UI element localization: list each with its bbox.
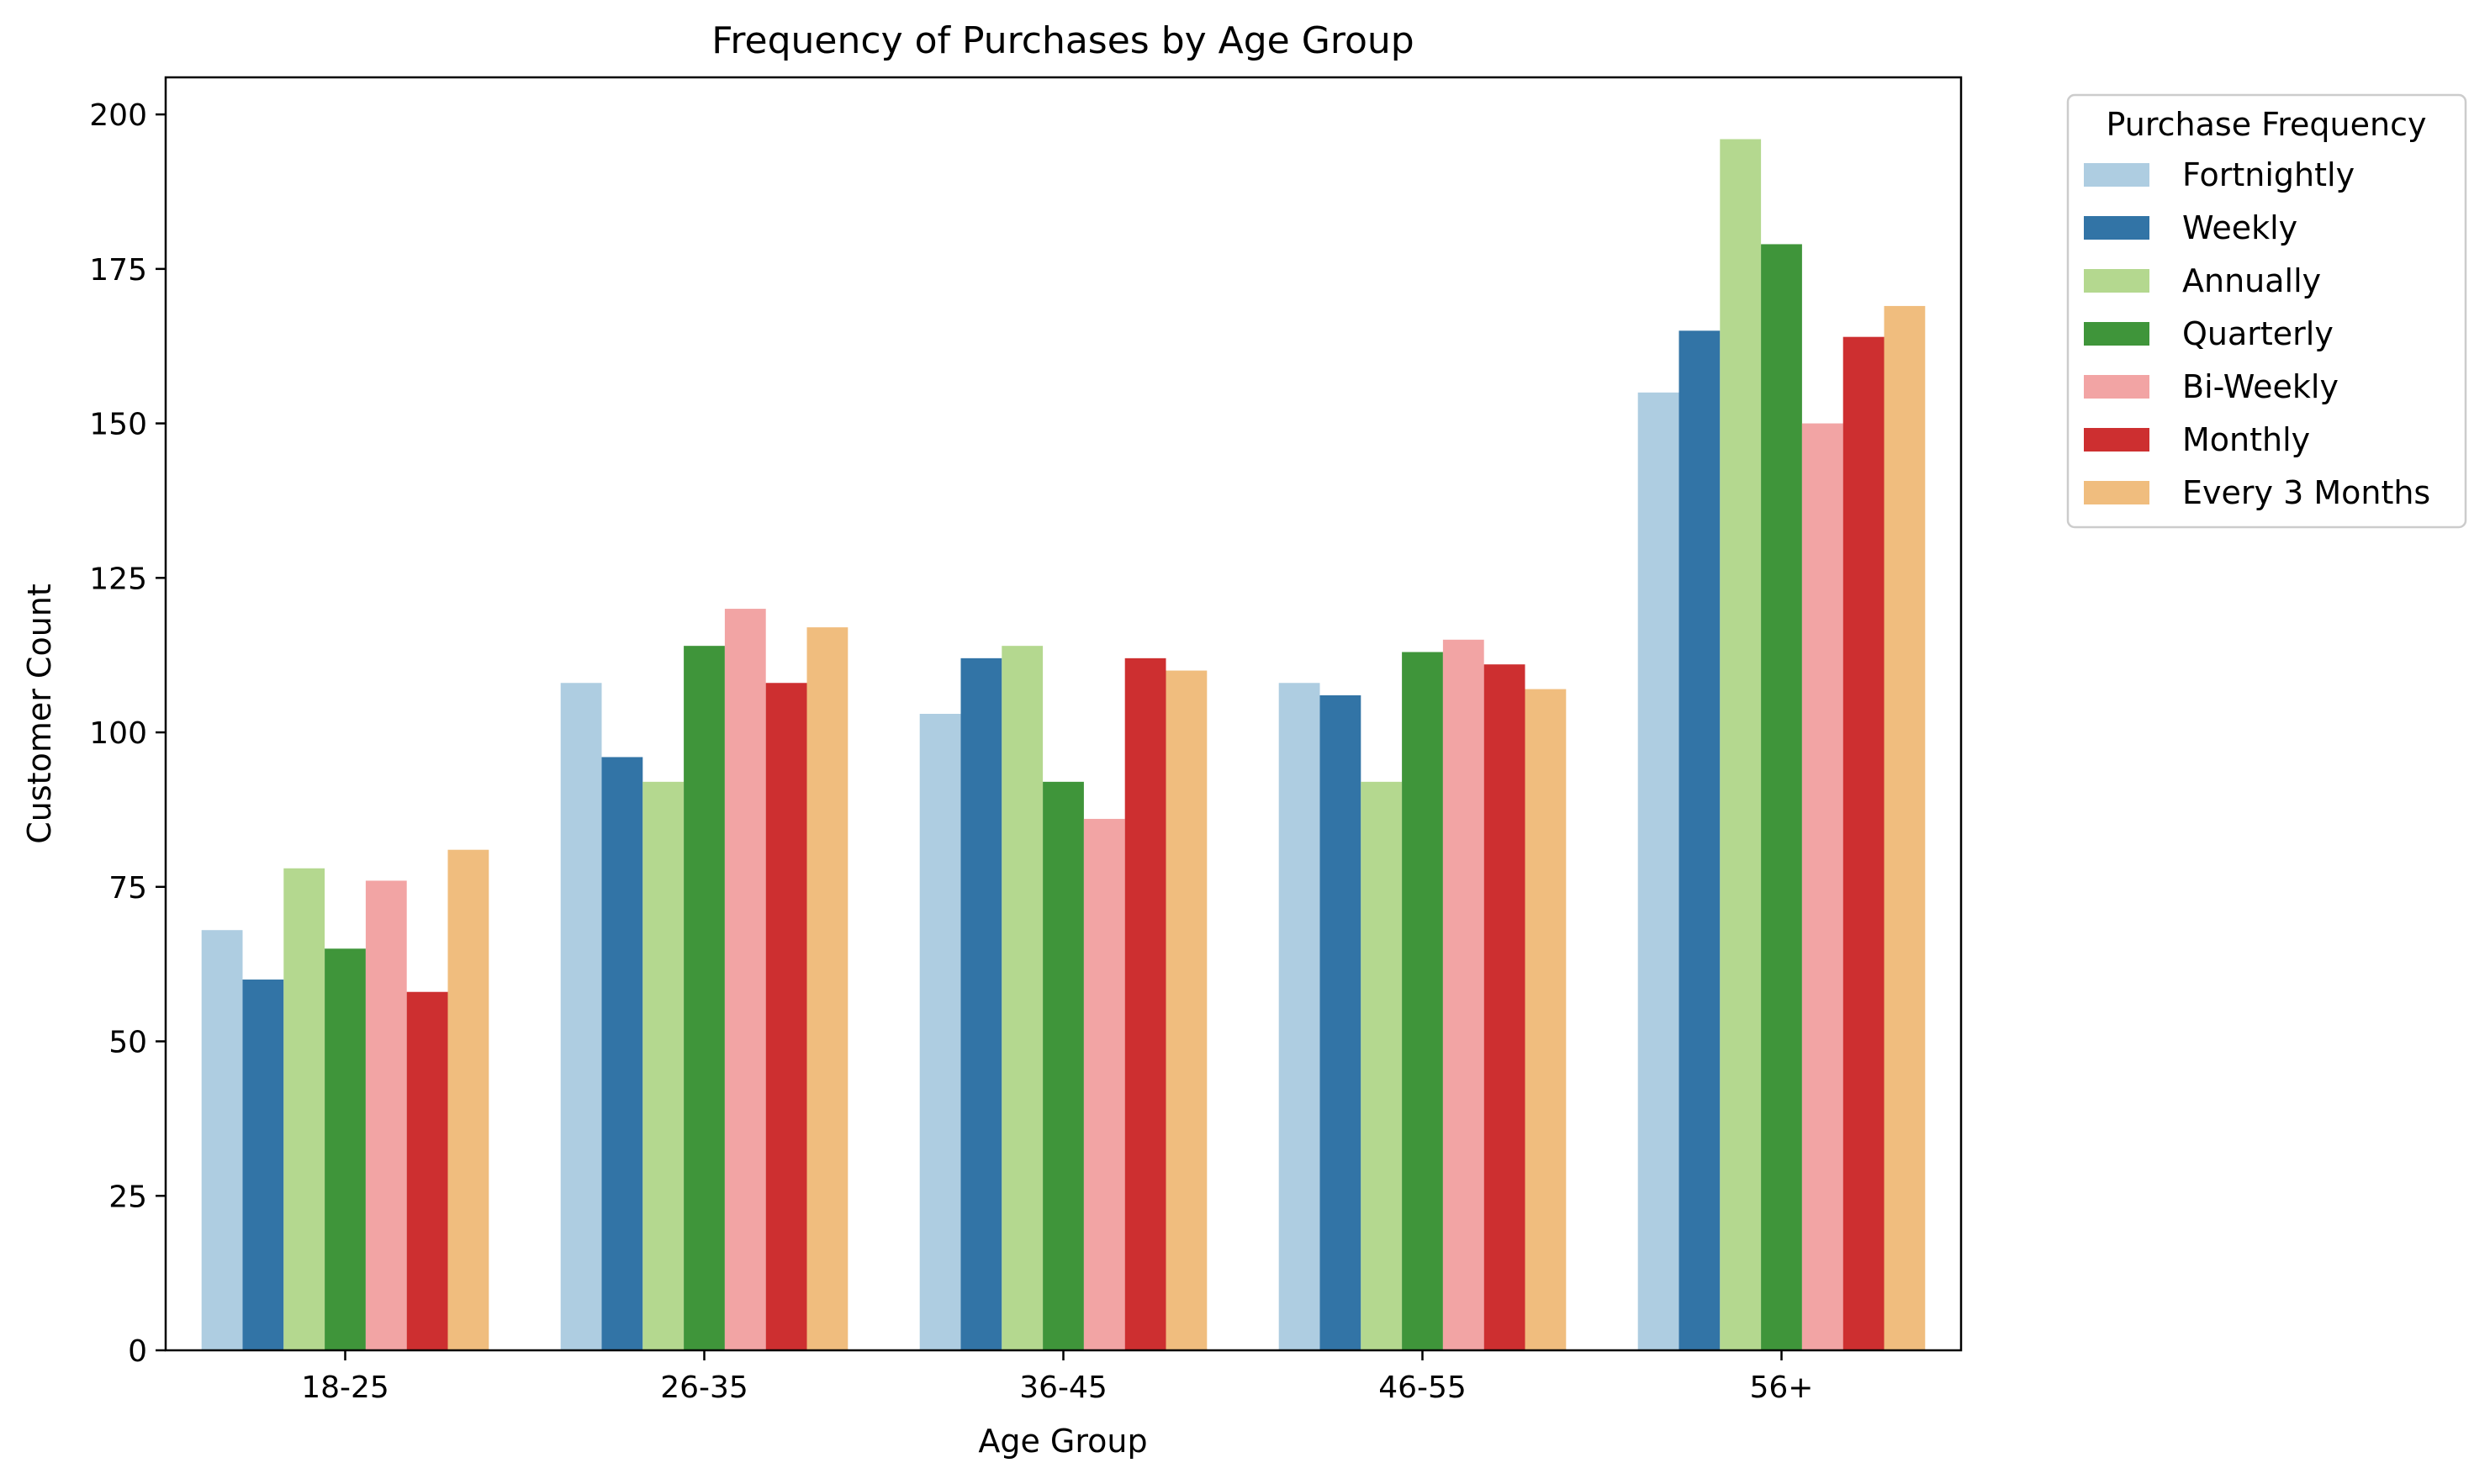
plot-frame	[164, 76, 1963, 1352]
bars-layer	[201, 139, 1926, 1351]
x-tick-label: 36-45	[1019, 1370, 1108, 1405]
legend-swatch	[2084, 375, 2149, 399]
bar-every-3-months-46-55	[1525, 689, 1567, 1350]
legend-box	[2066, 93, 2467, 529]
bar-every-3-months-26-35	[806, 627, 849, 1350]
x-tick-label: 26-35	[660, 1370, 748, 1405]
legend-label: Quarterly	[2182, 315, 2334, 352]
y-axis-label: Customer Count	[21, 584, 58, 844]
legend-items: Fortnightly Weekly Annually Quarterly Bi-Wee…	[2084, 156, 2430, 511]
legend-swatch	[2084, 481, 2149, 504]
y-tick-label: 75	[108, 871, 147, 906]
bar-weekly-36-45	[960, 658, 1002, 1350]
legend-label: Monthly	[2182, 421, 2310, 458]
legend-label: Fortnightly	[2182, 156, 2355, 193]
legend: Purchase Frequency Fortnightly Weekly Annu…	[2066, 93, 2467, 529]
bar-fortnightly-46-55	[1278, 683, 1320, 1350]
x-axis-label: Age Group	[978, 1423, 1147, 1460]
bar-bi-weekly-36-45	[1083, 818, 1125, 1350]
x-axis: 18-25 26-35 36-45 46-55 56+	[301, 1350, 1813, 1405]
legend-swatch	[2084, 322, 2149, 346]
legend-swatch	[2084, 163, 2149, 187]
y-tick-label: 150	[89, 408, 147, 442]
legend-title: Purchase Frequency	[2107, 106, 2427, 143]
legend-label: Weekly	[2182, 209, 2297, 246]
y-tick-label: 125	[89, 562, 147, 596]
bar-weekly-18-25	[242, 980, 284, 1350]
y-tick-label: 25	[108, 1180, 147, 1214]
bar-monthly-36-45	[1124, 658, 1166, 1350]
bar-fortnightly-56-	[1637, 392, 1679, 1351]
y-tick-label: 100	[89, 716, 147, 751]
legend-swatch	[2084, 269, 2149, 293]
legend-label: Every 3 Months	[2182, 474, 2430, 511]
bar-monthly-46-55	[1483, 664, 1525, 1350]
legend-swatch	[2084, 216, 2149, 240]
legend-swatch	[2084, 428, 2149, 452]
bar-bi-weekly-46-55	[1442, 639, 1484, 1350]
bar-monthly-56-	[1842, 336, 1885, 1351]
legend-label: Bi-Weekly	[2182, 368, 2339, 405]
bar-annually-26-35	[642, 781, 685, 1350]
legend-label: Annually	[2182, 262, 2321, 299]
bar-annually-46-55	[1361, 781, 1403, 1350]
bar-every-3-months-18-25	[447, 849, 489, 1350]
bar-weekly-26-35	[601, 757, 643, 1350]
bar-monthly-18-25	[406, 991, 448, 1350]
bar-quarterly-18-25	[325, 948, 366, 1350]
bar-weekly-46-55	[1319, 694, 1361, 1350]
y-axis: 0 25 50 75 100 125 150 175 200	[89, 98, 166, 1369]
bar-bi-weekly-26-35	[724, 609, 766, 1350]
bar-fortnightly-18-25	[201, 930, 243, 1350]
bar-bi-weekly-18-25	[365, 880, 407, 1350]
bar-quarterly-26-35	[684, 646, 725, 1350]
bar-quarterly-36-45	[1043, 781, 1084, 1350]
bar-quarterly-46-55	[1402, 652, 1443, 1350]
x-tick-label: 46-55	[1378, 1370, 1467, 1405]
bar-monthly-26-35	[765, 683, 807, 1350]
bar-fortnightly-26-35	[560, 683, 602, 1350]
bar-every-3-months-56-	[1884, 305, 1926, 1351]
bar-annually-36-45	[1002, 646, 1044, 1350]
bar-every-3-months-36-45	[1166, 670, 1208, 1350]
chart-title: Frequency of Purchases by Age Group	[711, 19, 1414, 62]
y-tick-label: 200	[89, 98, 147, 133]
bar-fortnightly-36-45	[919, 714, 961, 1350]
x-tick-label: 18-25	[301, 1370, 389, 1405]
bar-annually-18-25	[283, 868, 325, 1350]
bar-quarterly-56-	[1761, 244, 1802, 1351]
bar-weekly-56-	[1679, 330, 1721, 1351]
bar-bi-weekly-56-	[1801, 423, 1843, 1350]
y-tick-label: 50	[108, 1026, 147, 1060]
y-tick-label: 175	[89, 253, 147, 288]
x-tick-label: 56+	[1750, 1370, 1814, 1405]
y-tick-label: 0	[128, 1334, 147, 1369]
bar-annually-56-	[1720, 139, 1762, 1350]
